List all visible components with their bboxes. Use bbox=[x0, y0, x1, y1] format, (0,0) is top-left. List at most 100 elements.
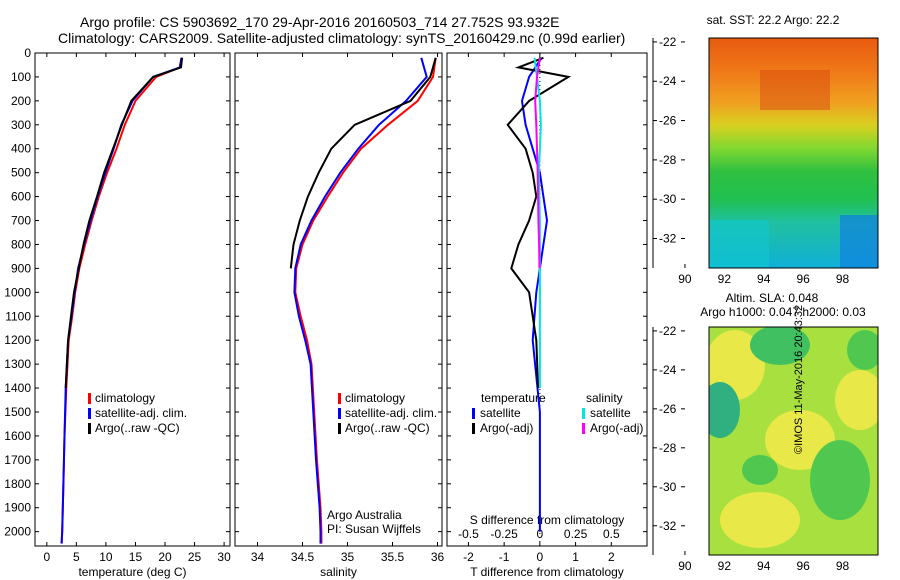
depth-tick-label: 800 bbox=[11, 237, 31, 251]
sst-map-xtick-label: 94 bbox=[757, 272, 771, 286]
legend-label: Argo(-adj) bbox=[590, 421, 643, 435]
depth-tick-label: 600 bbox=[11, 190, 31, 204]
legend-group-title: temperature bbox=[481, 391, 546, 405]
salinity-profile-xtick-label: 36 bbox=[431, 550, 445, 564]
temperature-profile-frame bbox=[34, 52, 231, 547]
salinity-diff-tick-label: -0.25 bbox=[490, 527, 518, 541]
sla-map-ytick-label: -32 bbox=[659, 519, 677, 533]
sst-map-ytick-label: -26 bbox=[659, 114, 677, 128]
difference-profile-series-line bbox=[506, 56, 572, 389]
sla-map-subtitle: Argo h1000: 0.047 h2000: 0.03 bbox=[700, 305, 866, 319]
legend-swatch bbox=[582, 408, 585, 419]
salinity-diff-xlabel: S difference from climatology bbox=[470, 513, 625, 527]
difference-profile-xtick-label: 2 bbox=[608, 550, 615, 564]
difference-profile-xtick-label: 0 bbox=[537, 550, 544, 564]
salinity-profile-xtick-label: 35.5 bbox=[381, 550, 405, 564]
temperature-profile-series-line bbox=[60, 57, 183, 544]
depth-tick-label: 1400 bbox=[4, 381, 31, 395]
legend-swatch bbox=[338, 408, 341, 419]
salinity-profile-series-line bbox=[289, 57, 437, 269]
salinity-diff-tick-label: 0.25 bbox=[564, 527, 588, 541]
legend-label: climatology bbox=[345, 391, 405, 405]
depth-tick-label: 1200 bbox=[4, 333, 31, 347]
depth-tick-label: 2000 bbox=[4, 525, 31, 539]
sst-map-xtick-label: 96 bbox=[796, 272, 810, 286]
sla-green-blob bbox=[709, 382, 740, 438]
depth-tick-label: 900 bbox=[11, 261, 31, 275]
legend-swatch bbox=[338, 423, 341, 434]
depth-tick-label: 400 bbox=[11, 142, 31, 156]
legend-group-title: salinity bbox=[586, 391, 623, 405]
legend-swatch bbox=[88, 393, 91, 404]
temperature-profile-xtick-label: 20 bbox=[158, 550, 172, 564]
salinity-profile-series-line bbox=[293, 57, 428, 544]
sst-map-ytick-label: -24 bbox=[659, 74, 677, 88]
temperature-profile-series-line bbox=[64, 57, 184, 389]
figure-title-line1: Argo profile: CS 5903692_170 29-Apr-2016… bbox=[80, 14, 560, 30]
legend-swatch bbox=[88, 423, 91, 434]
sla-yellow-blob bbox=[720, 492, 800, 548]
temperature-profile-xtick-label: 5 bbox=[73, 550, 80, 564]
depth-tick-label: 1300 bbox=[4, 357, 31, 371]
difference-profile-xtick-label: 1 bbox=[572, 550, 579, 564]
legend-label: satellite-adj. clim. bbox=[95, 406, 187, 420]
salinity-diff-tick-label: 0 bbox=[537, 527, 544, 541]
temperature-profile-xtick-label: 0 bbox=[43, 550, 50, 564]
legend-label: satellite bbox=[590, 406, 631, 420]
sla-green-blob bbox=[810, 440, 870, 520]
sst-map-panel bbox=[708, 37, 879, 269]
temperature-profile-xlabel: temperature (deg C) bbox=[78, 565, 186, 579]
legend-label: Argo(-adj) bbox=[480, 421, 533, 435]
legend-swatch bbox=[338, 393, 341, 404]
sst-map-ytick-label: -28 bbox=[659, 153, 677, 167]
salinity-profile-xlabel: salinity bbox=[320, 565, 357, 579]
depth-tick-label: 1000 bbox=[4, 285, 31, 299]
sla-map-xtick-label: 98 bbox=[836, 559, 850, 573]
sst-map-ytick-label: -32 bbox=[659, 232, 677, 246]
difference-profile-xtick-label: -1 bbox=[499, 550, 510, 564]
salinity-profile-frame bbox=[234, 52, 443, 547]
temperature-profile-xtick-label: 10 bbox=[99, 550, 113, 564]
depth-tick-label: 1100 bbox=[5, 309, 31, 323]
depth-tick-label: 1600 bbox=[4, 429, 31, 443]
legend-label: climatology bbox=[95, 391, 155, 405]
difference-profile-frame bbox=[446, 52, 648, 547]
sla-green-blob bbox=[750, 327, 810, 365]
depth-tick-label: 500 bbox=[11, 166, 31, 180]
legend-label: Argo(..raw -QC) bbox=[345, 421, 430, 435]
sla-map-xtick-label: 96 bbox=[796, 559, 810, 573]
sst-map-xtick-label: 92 bbox=[718, 272, 732, 286]
legend-label: satellite-adj. clim. bbox=[345, 406, 437, 420]
sla-map-xtick-label: 90 bbox=[678, 559, 692, 573]
depth-tick-label: 300 bbox=[11, 118, 31, 132]
salinity-diff-tick-label: 0.5 bbox=[603, 527, 620, 541]
sla-map-ytick-label: -28 bbox=[659, 441, 677, 455]
difference-profile-series-line bbox=[520, 57, 549, 532]
salinity-profile-xtick-label: 34.5 bbox=[291, 550, 315, 564]
depth-tick-label: 1700 bbox=[4, 453, 31, 467]
sst-cold-corner bbox=[840, 215, 878, 268]
depth-tick-label: 1900 bbox=[4, 501, 31, 515]
sla-map-panel bbox=[708, 326, 879, 556]
salinity-profile-xtick-label: 34 bbox=[251, 550, 265, 564]
temperature-profile-series-line bbox=[60, 57, 183, 544]
legend-label: satellite bbox=[480, 406, 521, 420]
depth-tick-label: 100 bbox=[11, 70, 31, 84]
sst-map-ytick-label: -22 bbox=[659, 35, 677, 49]
sst-map-xtick-label: 90 bbox=[678, 272, 692, 286]
sla-green-blob bbox=[742, 455, 778, 485]
sla-map-ytick-label: -26 bbox=[659, 402, 677, 416]
salinity-diff-tick-label: -0.5 bbox=[458, 527, 479, 541]
legend-swatch bbox=[582, 423, 585, 434]
difference-profile-xtick-label: -2 bbox=[463, 550, 474, 564]
argo-australia-credit: Argo Australia bbox=[327, 508, 402, 522]
imos-timestamp: ©IMOS 11-May-2016 20:43:32 bbox=[793, 304, 805, 454]
sla-map-title: Altim. SLA: 0.048 bbox=[726, 291, 819, 305]
depth-tick-label: 1500 bbox=[4, 405, 31, 419]
sla-yellow-blob bbox=[835, 370, 878, 430]
sst-map-title: sat. SST: 22.2 Argo: 22.2 bbox=[707, 13, 840, 27]
sst-map-ytick-label: -30 bbox=[659, 192, 677, 206]
temperature-profile-xtick-label: 30 bbox=[217, 550, 231, 564]
figure-title-line2: Climatology: CARS2009. Satellite-adjuste… bbox=[58, 30, 626, 46]
